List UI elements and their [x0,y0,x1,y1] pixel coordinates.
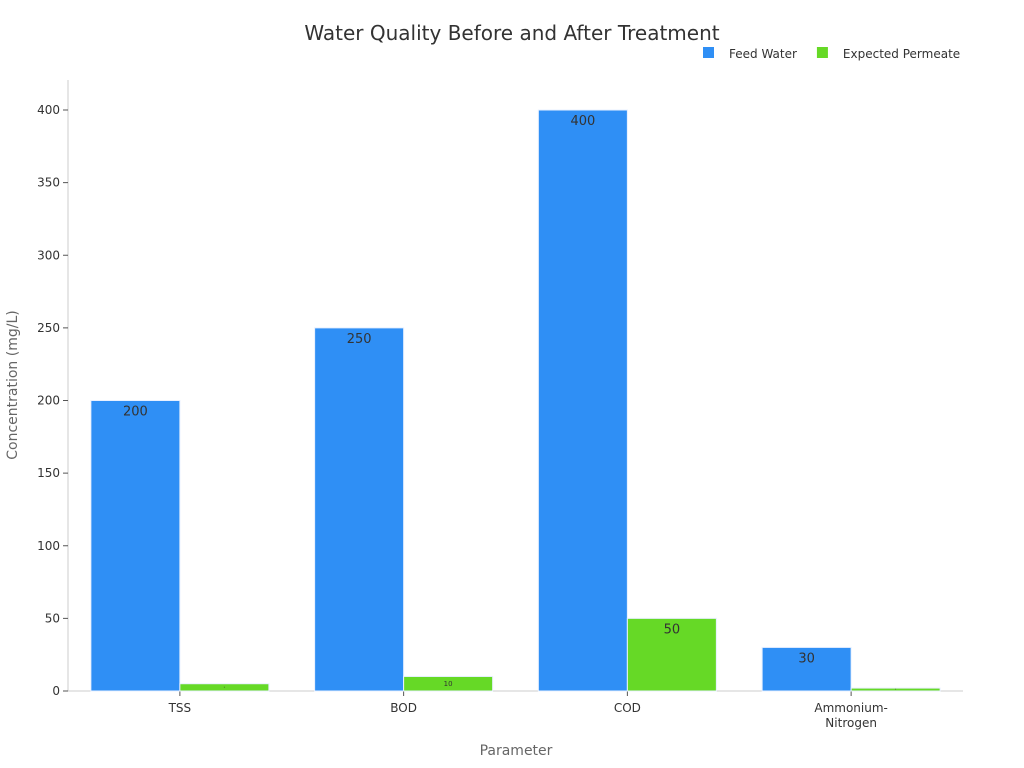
legend-swatch [703,47,714,58]
legend-label: Expected Permeate [843,47,960,61]
data-label: 10 [444,680,453,688]
legend-label: Feed Water [729,47,797,61]
bar-feed-water [90,400,181,692]
y-tick-label: 100 [37,539,60,553]
data-label: 30 [798,651,815,666]
y-tick-label: 400 [37,103,60,117]
data-label: 50 [664,622,681,637]
y-axis-label: Concentration (mg/L) [5,310,21,459]
chart-title: Water Quality Before and After Treatment [304,21,719,45]
y-tick-label: 50 [45,611,60,625]
y-tick-label: 300 [37,248,60,262]
data-label: 200 [123,405,148,420]
data-label: 250 [347,332,372,347]
data-label: 5 [224,687,226,689]
bar-feed-water [761,646,852,692]
legend-swatch [816,47,828,58]
y-tick-label: 350 [37,176,60,190]
x-axis-label: Parameter [480,743,553,759]
data-label: 400 [570,114,595,129]
x-tick-label: Nitrogen [825,716,877,730]
x-tick-label: COD [614,701,641,715]
bar-feed-water [537,109,628,692]
bar-expected-permeate [626,617,717,692]
x-tick-label: TSS [168,701,192,715]
y-tick-label: 250 [37,321,60,335]
bar-expected-permeate [850,687,941,692]
y-tick-label: 150 [37,466,60,480]
bar-expected-permeate [179,683,270,692]
x-tick-label: BOD [390,701,417,715]
bar-feed-water [314,327,405,692]
y-tick-label: 0 [52,684,60,698]
y-tick-label: 200 [37,394,60,408]
data-label: 2 [895,689,897,691]
bar-expected-permeate [403,675,494,692]
x-tick-label: Ammonium- [814,701,888,715]
